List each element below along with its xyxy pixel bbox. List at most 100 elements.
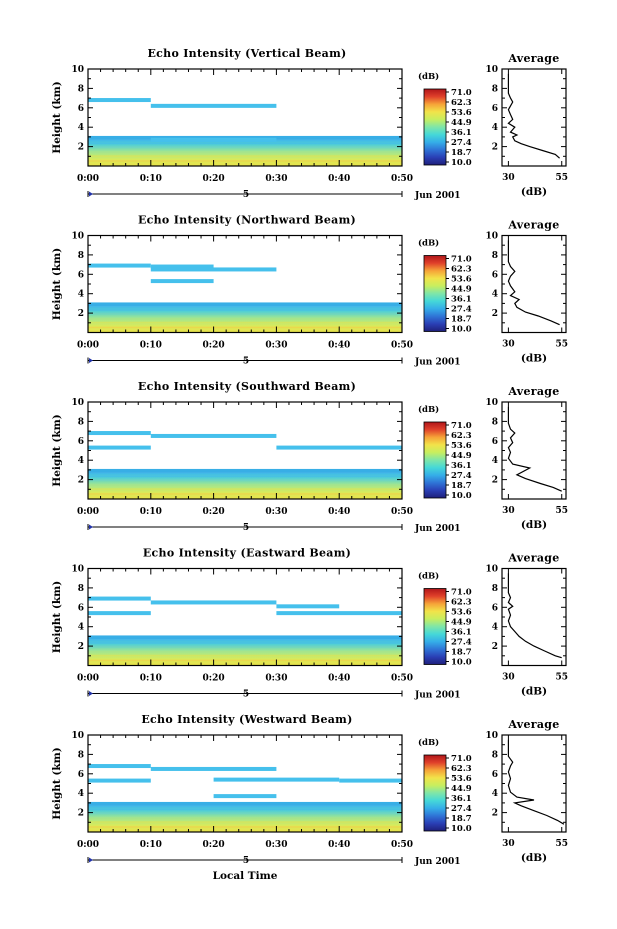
y-tick-label: 8 <box>78 750 84 760</box>
avg-y-tick-label: 4 <box>492 623 498 633</box>
avg-x-tick-label: 55 <box>555 673 568 683</box>
y-tick-label: 2 <box>78 476 84 486</box>
echo-layer <box>213 794 277 799</box>
y-tick-label: 4 <box>78 290 84 300</box>
x-tick-label: 0:50 <box>391 341 413 351</box>
colorbar-tick-label: 62.3 <box>451 764 472 774</box>
x-tick-label: 0:00 <box>77 674 99 684</box>
x-tick-label: 0:50 <box>391 174 413 184</box>
x-tick-label: 0:30 <box>265 674 287 684</box>
avg-y-tick-label: 2 <box>492 809 498 819</box>
y-tick-label: 8 <box>78 584 84 594</box>
colorbar-tick-label: 27.4 <box>451 638 472 648</box>
x-tick-label: 0:20 <box>203 341 225 351</box>
x-tick-label: 0:00 <box>77 840 99 850</box>
beam-panel: Echo Intensity (Northward Beam) 2 4 6 8 10 Hei… <box>51 214 568 368</box>
low-echo-stripe <box>88 326 402 329</box>
low-echo-stripe <box>88 826 402 828</box>
day-marker <box>89 191 93 197</box>
day-marker <box>89 857 93 863</box>
colorbar-tick-label: 62.3 <box>451 598 472 608</box>
low-echo-stripe <box>88 160 402 162</box>
echo-layer <box>213 777 340 782</box>
echo-layer <box>150 103 277 108</box>
avg-y-tick-label: 10 <box>485 565 498 575</box>
day-label: 5 <box>243 856 249 866</box>
colorbar-tick-label: 71.0 <box>451 88 472 98</box>
low-echo-stripe <box>88 484 402 486</box>
average-title: Average <box>507 385 559 398</box>
colorbar-tick-label: 27.4 <box>451 471 472 481</box>
echo-layer <box>150 433 277 438</box>
colorbar <box>423 88 447 166</box>
low-echo-stripe <box>88 488 402 490</box>
echo-layer <box>150 137 277 142</box>
date-label: Jun 2001 <box>414 857 461 867</box>
panel-title: Echo Intensity (Southward Beam) <box>138 380 356 393</box>
colorbar-tick-label: 36.1 <box>451 628 472 638</box>
colorbar-tick-label: 71.0 <box>451 588 472 598</box>
y-axis-label: Height (km) <box>51 581 63 653</box>
date-label: Jun 2001 <box>414 524 461 534</box>
x-tick-label: 0:50 <box>391 507 413 517</box>
avg-y-tick-label: 6 <box>492 270 498 280</box>
avg-y-tick-label: 4 <box>492 290 498 300</box>
colorbar-tick-label: 36.1 <box>451 295 472 305</box>
colorbar-tick-label: 62.3 <box>451 265 472 275</box>
avg-y-tick-label: 2 <box>492 476 498 486</box>
y-axis-label: Height (km) <box>51 81 63 153</box>
colorbar-tick-label: 36.1 <box>451 128 472 138</box>
colorbar-tick-label: 18.7 <box>451 315 472 325</box>
avg-x-tick-label: 30 <box>502 340 515 350</box>
x-axis-label: Local Time <box>213 870 278 882</box>
echo-layer <box>150 264 214 269</box>
y-tick-label: 4 <box>78 123 84 133</box>
avg-x-label: (dB) <box>521 852 547 864</box>
x-tick-label: 0:50 <box>391 840 413 850</box>
colorbar <box>423 255 447 332</box>
average-frame <box>501 401 567 500</box>
low-echo-stripe <box>88 812 402 815</box>
average-profile-line <box>507 406 562 492</box>
avg-x-tick-label: 30 <box>502 506 515 516</box>
low-echo-stripe <box>88 654 402 657</box>
low-echo-stripe <box>88 142 402 145</box>
layer-band <box>88 468 402 473</box>
x-tick-label: 0:10 <box>140 341 162 351</box>
colorbar-tick-label: 18.7 <box>451 814 472 824</box>
avg-y-tick-label: 2 <box>492 143 498 153</box>
y-tick-label: 10 <box>71 65 84 75</box>
date-label: Jun 2001 <box>414 691 461 701</box>
y-tick-label: 2 <box>78 309 84 319</box>
y-tick-label: 8 <box>78 84 84 94</box>
x-tick-label: 0:10 <box>140 507 162 517</box>
low-echo-stripe <box>88 493 402 495</box>
low-echo-stripe <box>88 155 402 157</box>
colorbar <box>423 754 447 832</box>
echo-layer <box>88 98 151 103</box>
x-tick-label: 0:00 <box>77 174 99 184</box>
colorbar <box>423 588 447 665</box>
y-tick-label: 6 <box>78 437 84 447</box>
low-echo-stripe <box>88 808 402 811</box>
avg-x-tick-label: 55 <box>555 506 568 516</box>
beam-panel: Echo Intensity (Southward Beam) 2 4 6 8 10 Hei… <box>51 380 568 534</box>
layer-band <box>88 302 402 307</box>
low-echo-stripe <box>88 650 402 653</box>
colorbar-tick-label: 44.9 <box>451 451 472 461</box>
echo-layer <box>88 263 151 268</box>
avg-y-tick-label: 8 <box>492 251 498 261</box>
panel-title: Echo Intensity (Westward Beam) <box>141 713 352 726</box>
avg-x-tick-label: 55 <box>555 839 568 849</box>
echo-layer <box>150 766 277 771</box>
avg-y-tick-label: 2 <box>492 642 498 652</box>
avg-y-tick-label: 10 <box>485 731 498 741</box>
y-tick-label: 6 <box>78 603 84 613</box>
y-axis-label: Height (km) <box>51 747 63 819</box>
echo-layer <box>88 445 151 450</box>
day-marker <box>89 524 93 530</box>
y-tick-label: 2 <box>78 143 84 153</box>
avg-x-tick-label: 30 <box>502 673 515 683</box>
echo-layer <box>88 764 151 769</box>
average-title: Average <box>507 219 559 232</box>
